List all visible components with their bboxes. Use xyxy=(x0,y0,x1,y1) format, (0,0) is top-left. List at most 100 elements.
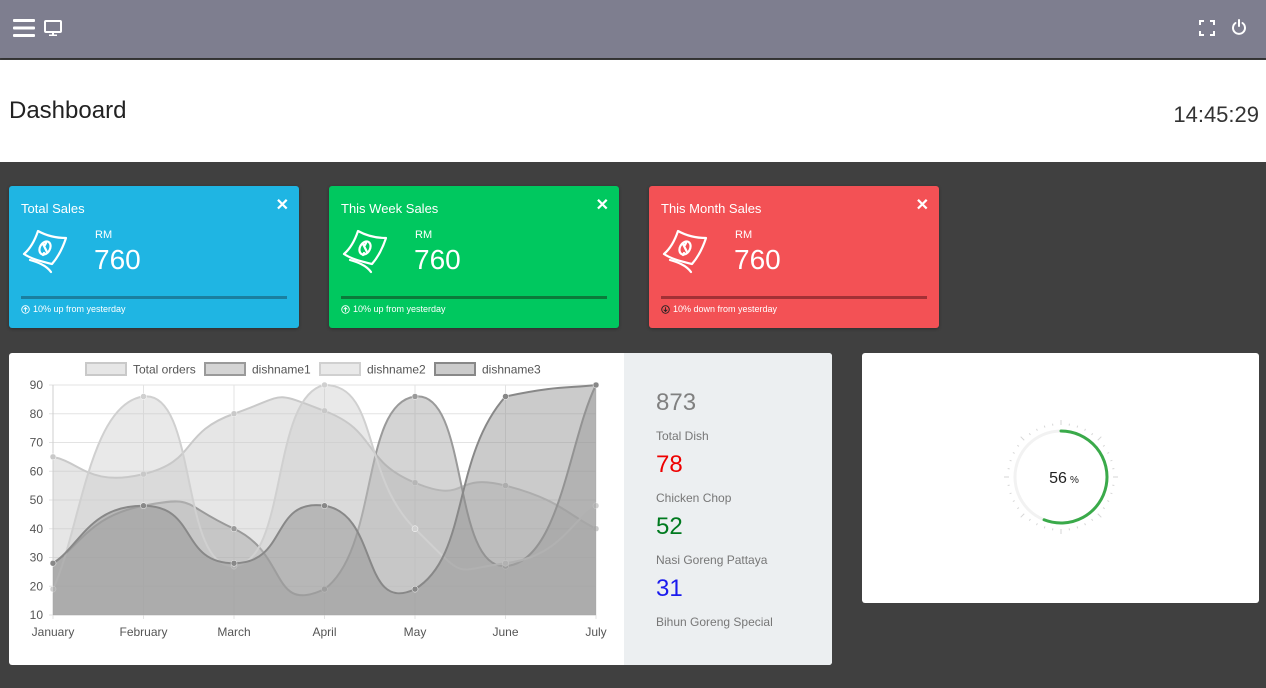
gauge-arc xyxy=(1042,429,1109,525)
x-tick-label: May xyxy=(404,625,427,639)
y-tick-label: 90 xyxy=(30,378,44,392)
y-tick-label: 50 xyxy=(30,493,44,507)
x-tick-label: January xyxy=(32,625,75,639)
data-point[interactable] xyxy=(411,585,419,593)
gauge-tick xyxy=(1017,507,1020,510)
data-point[interactable] xyxy=(230,560,238,567)
stat-card-currency: RM xyxy=(735,229,753,241)
gauge-tick xyxy=(1102,444,1105,447)
gauge-tick xyxy=(1043,526,1046,529)
data-point[interactable] xyxy=(502,482,509,489)
power-icon[interactable] xyxy=(1231,19,1247,35)
top-navbar xyxy=(0,0,1266,58)
legend-label[interactable]: dishname3 xyxy=(482,363,541,377)
gauge-tick xyxy=(1009,492,1012,495)
data-point[interactable] xyxy=(411,525,419,532)
gauge-tick xyxy=(1110,459,1113,462)
progress-gauge: 56% xyxy=(1004,420,1118,534)
x-tick-label: March xyxy=(217,625,250,639)
data-point[interactable] xyxy=(140,470,147,478)
stat-card-footer-text: 10% down from yesterday xyxy=(673,304,778,314)
legend-swatch[interactable] xyxy=(85,362,127,376)
data-point[interactable] xyxy=(502,393,509,400)
data-point[interactable] xyxy=(49,453,57,461)
gauge-tick xyxy=(1102,507,1105,510)
data-point[interactable] xyxy=(140,393,147,400)
series-area xyxy=(53,385,596,615)
data-point[interactable] xyxy=(592,525,600,532)
data-point[interactable] xyxy=(592,381,600,389)
stat-card-currency: RM xyxy=(95,229,113,241)
data-point[interactable] xyxy=(411,479,419,486)
stat-card-total-sales: Total Sales ✕ RM 760 10% up from yesterd… xyxy=(9,186,299,328)
summary-label-nasi-goreng: Nasi Goreng Pattaya xyxy=(656,553,768,567)
gauge-tick xyxy=(1028,518,1031,521)
stat-card-week-sales: This Week Sales ✕ RM 760 10% up from yes… xyxy=(329,186,619,328)
stat-card-progress-bar xyxy=(341,296,607,299)
stat-card-progress-bar xyxy=(21,296,287,299)
y-tick-label: 20 xyxy=(30,579,44,593)
clock: 14:45:29 xyxy=(1173,102,1259,127)
legend-swatch[interactable] xyxy=(434,362,476,376)
legend-label[interactable]: Total orders xyxy=(133,363,196,377)
money-bill-icon xyxy=(21,226,69,278)
close-icon[interactable]: ✕ xyxy=(915,197,929,214)
hamburger-menu-icon[interactable] xyxy=(12,16,36,40)
data-point[interactable] xyxy=(49,560,57,567)
data-point[interactable] xyxy=(140,502,147,509)
data-point[interactable] xyxy=(502,560,509,567)
data-point[interactable] xyxy=(411,393,419,400)
data-point[interactable] xyxy=(321,407,328,415)
gauge-tick xyxy=(1020,436,1025,441)
stat-card-title: This Week Sales xyxy=(341,201,439,216)
gauge-tick xyxy=(1110,492,1113,495)
data-point[interactable] xyxy=(321,381,328,389)
data-point[interactable] xyxy=(49,585,57,593)
data-point[interactable] xyxy=(230,410,238,417)
close-icon[interactable]: ✕ xyxy=(595,197,609,214)
gauge-tick xyxy=(1012,452,1015,454)
summary-label-bihun-goreng: Bihun Goreng Special xyxy=(656,615,773,629)
legend-label[interactable]: dishname2 xyxy=(367,363,426,377)
data-point[interactable] xyxy=(592,502,600,509)
y-tick-label: 80 xyxy=(30,407,44,421)
gauge-tick xyxy=(1009,459,1012,462)
summary-value-total-dish: 873 xyxy=(656,389,697,416)
stat-card-footer: 10% up from yesterday xyxy=(341,304,446,314)
x-tick-label: June xyxy=(492,625,518,639)
gauge-unit: % xyxy=(1070,475,1079,486)
y-tick-label: 40 xyxy=(30,522,44,536)
gauge-tick xyxy=(1020,513,1025,518)
gauge-tick xyxy=(1076,425,1079,428)
gauge-tick xyxy=(1043,425,1046,428)
gauge-tick xyxy=(1036,523,1038,526)
data-point[interactable] xyxy=(321,502,328,509)
arrow-down-circle-icon xyxy=(661,304,670,314)
summary-label-total-dish: Total Dish xyxy=(656,429,709,443)
x-tick-label: July xyxy=(585,625,606,639)
data-point[interactable] xyxy=(230,525,238,532)
gauge-tick xyxy=(1084,428,1086,431)
gauge-tick xyxy=(1076,526,1079,529)
series-line xyxy=(52,384,597,597)
y-tick-label: 10 xyxy=(30,608,44,622)
chart-svg: 10 20 30 40 50 60 70 80 90 January February March Ap… xyxy=(30,362,607,639)
monitor-icon[interactable] xyxy=(44,19,62,37)
gauge-tick xyxy=(1107,452,1110,454)
x-tick-label: February xyxy=(119,625,167,639)
money-bill-icon xyxy=(341,226,389,278)
stat-card-month-sales: This Month Sales ✕ RM 760 10% down from … xyxy=(649,186,939,328)
fullscreen-icon[interactable] xyxy=(1199,20,1215,36)
legend-swatch[interactable] xyxy=(319,362,361,376)
gauge-tick xyxy=(1097,436,1102,441)
gauge-tick xyxy=(1097,513,1102,518)
stat-card-title: Total Sales xyxy=(21,201,85,216)
legend-swatch[interactable] xyxy=(204,362,246,376)
legend-label[interactable]: dishname1 xyxy=(252,363,311,377)
data-point[interactable] xyxy=(321,585,328,593)
gauge-tick xyxy=(1107,500,1110,502)
summary-value-bihun-goreng: 31 xyxy=(656,575,683,602)
gauge-tick xyxy=(1028,433,1031,436)
gauge-tick xyxy=(1017,444,1020,447)
close-icon[interactable]: ✕ xyxy=(275,197,289,214)
